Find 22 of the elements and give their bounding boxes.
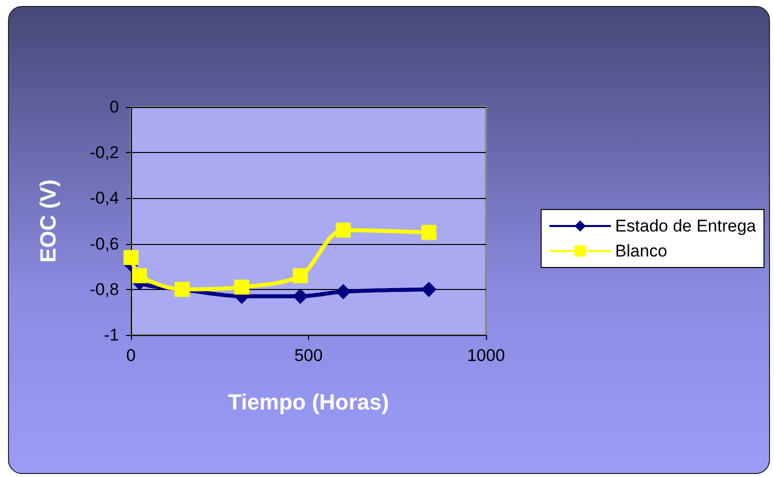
point (124, 250, 138, 265)
y-tick-label: -0,2 (90, 143, 119, 162)
point (234, 280, 250, 295)
y-axis-title: EOC (V) (36, 179, 60, 263)
legend-label: Blanco (615, 242, 668, 260)
x-axis-title: Tiempo (Horas) (228, 390, 389, 414)
y-tick-label: -0,8 (90, 280, 119, 299)
x-tick-label: 500 (294, 346, 323, 365)
point (336, 284, 351, 300)
y-tick-label: -0,4 (90, 188, 119, 208)
legend-label: Estado de Entrega (615, 216, 757, 236)
y-tick-label: 0 (110, 98, 119, 116)
point (132, 268, 148, 284)
y-tick-label: -1 (104, 326, 119, 344)
point (421, 282, 436, 297)
y-tick-label: -0,6 (90, 234, 119, 254)
x-tick-label: 0 (126, 346, 136, 365)
point (292, 288, 308, 304)
x-tick-label: 1000 (467, 346, 505, 365)
point (421, 224, 436, 240)
point (336, 222, 351, 238)
point (292, 268, 308, 284)
